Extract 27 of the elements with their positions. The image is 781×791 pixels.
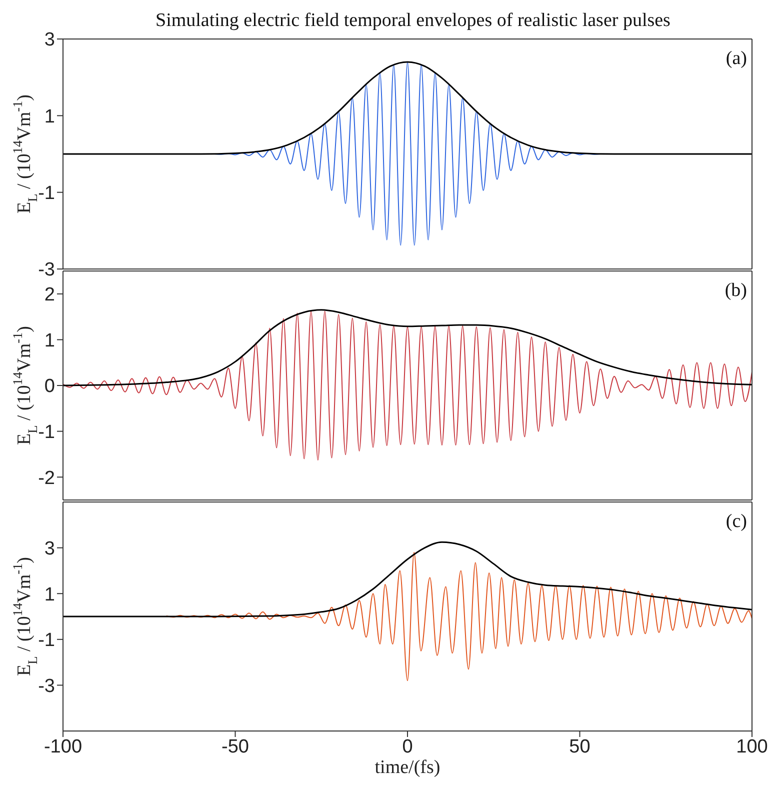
x-tick-label: -50 — [222, 736, 249, 758]
x-axis-title: time/(fs) — [374, 757, 440, 778]
line-series — [63, 541, 752, 618]
y-tick-label: 1 — [44, 106, 55, 128]
y-tick-label: 0 — [44, 376, 55, 398]
y-tick-label: 3 — [44, 538, 55, 560]
annotation: (b) — [724, 280, 747, 302]
x-tick-label: 0 — [402, 736, 413, 758]
y-tick-label: -3 — [38, 676, 55, 697]
y-tick-label: -1 — [38, 422, 55, 444]
y-tick-label: -1 — [38, 183, 55, 204]
annotation: (a) — [726, 48, 747, 70]
y-tick-label: -2 — [38, 468, 55, 489]
y-tick-label: -3 — [38, 260, 55, 281]
y-tick-label: 3 — [44, 30, 55, 51]
y-tick-label: 2 — [44, 284, 55, 306]
y-tick-label: 1 — [44, 330, 55, 352]
annotation: (c) — [726, 511, 747, 533]
chart-title: Simulating electric field temporal envelopes of realistic laser pulses — [154, 10, 672, 32]
x-tick-label: 50 — [569, 736, 590, 758]
y-tick-label: 1 — [44, 584, 55, 606]
line-series — [63, 310, 752, 461]
line-series — [63, 309, 752, 386]
line-series — [166, 552, 752, 682]
x-tick-label: 100 — [736, 736, 768, 758]
x-tick-label: -100 — [44, 736, 82, 758]
y-tick-label: -1 — [38, 630, 55, 652]
